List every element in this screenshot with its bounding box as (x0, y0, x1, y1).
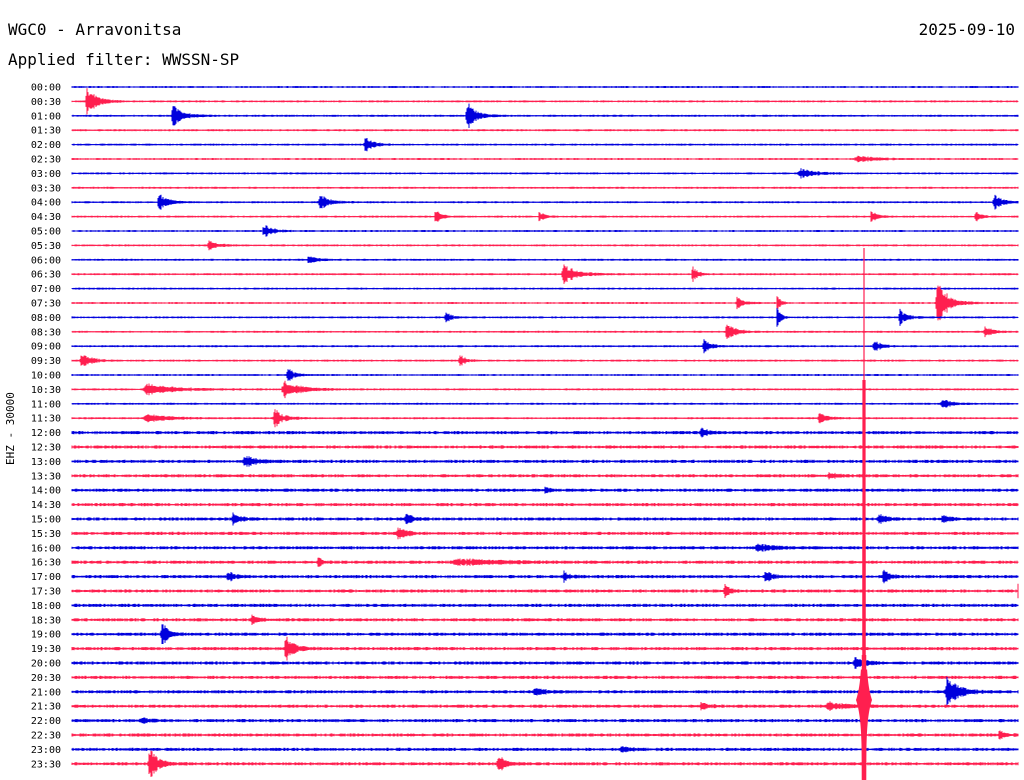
row-time-label: 10:00 (31, 371, 61, 382)
large-event-segment (863, 248, 865, 390)
row-time-label: 00:00 (31, 83, 61, 94)
large-event-column (856, 248, 872, 780)
row-time-label: 07:30 (31, 299, 61, 310)
row-time-label: 02:30 (31, 155, 61, 166)
trace-group (71, 86, 1019, 780)
row-time-label: 14:30 (31, 500, 61, 511)
row-time-label: 05:30 (31, 241, 61, 252)
row-time-label: 18:30 (31, 615, 61, 626)
row-time-label: 00:30 (31, 97, 61, 108)
row-time-label: 19:00 (31, 630, 61, 641)
row-time-label: 19:30 (31, 644, 61, 655)
row-time-label: 20:30 (31, 673, 61, 684)
row-time-label: 02:00 (31, 140, 61, 151)
row-time-label: 03:30 (31, 183, 61, 194)
station-title: WGC0 - Arravonitsa (8, 20, 182, 39)
filter-title: Applied filter: WWSSN-SP (8, 50, 240, 69)
large-event-segment (862, 380, 866, 540)
row-time-label: 12:00 (31, 428, 61, 439)
row-time-label: 13:00 (31, 457, 61, 468)
row-time-label: 08:30 (31, 327, 61, 338)
row-time-label: 18:00 (31, 601, 61, 612)
row-time-label: 23:30 (31, 759, 61, 770)
row-time-label: 15:00 (31, 515, 61, 526)
row-time-label: 14:00 (31, 486, 61, 497)
row-time-label: 01:30 (31, 126, 61, 137)
row-time-label: 13:30 (31, 471, 61, 482)
row-time-label: 08:00 (31, 313, 61, 324)
row-time-label: 12:30 (31, 443, 61, 454)
row-time-label: 16:30 (31, 558, 61, 569)
row-time-label: 22:30 (31, 731, 61, 742)
row-time-label: 10:30 (31, 385, 61, 396)
row-time-label: 17:00 (31, 572, 61, 583)
row-time-label: 06:00 (31, 255, 61, 266)
row-time-label: 06:30 (31, 270, 61, 281)
row-time-label: 11:00 (31, 399, 61, 410)
row-time-label: 05:00 (31, 227, 61, 238)
row-time-label: 22:00 (31, 716, 61, 727)
row-time-label: 09:30 (31, 356, 61, 367)
row-time-label: 11:30 (31, 414, 61, 425)
row-time-label: 23:00 (31, 745, 61, 756)
row-time-label: 04:30 (31, 212, 61, 223)
row-time-label: 21:00 (31, 687, 61, 698)
row-time-label: 07:00 (31, 284, 61, 295)
row-time-label: 21:30 (31, 702, 61, 713)
row-time-label: 15:30 (31, 529, 61, 540)
row-time-label: 09:00 (31, 342, 61, 353)
date-title: 2025-09-10 (918, 20, 1015, 39)
row-time-label: 20:00 (31, 659, 61, 670)
large-event-coda (856, 669, 872, 780)
row-time-label: 17:30 (31, 587, 61, 598)
row-time-label: 04:00 (31, 198, 61, 209)
large-event-segment (862, 540, 866, 660)
row-time-label: 01:00 (31, 111, 61, 122)
row-time-label: 16:00 (31, 543, 61, 554)
row-time-label: 03:00 (31, 169, 61, 180)
